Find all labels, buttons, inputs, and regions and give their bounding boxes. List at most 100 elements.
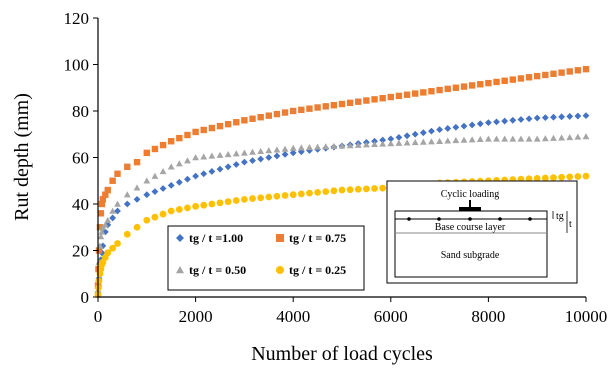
- data-point: [363, 141, 370, 148]
- data-point: [525, 135, 533, 142]
- y-axis-title: Rut depth (mm): [11, 93, 33, 221]
- data-point: [159, 168, 167, 175]
- data-point: [566, 173, 574, 181]
- data-point: [109, 244, 117, 252]
- data-point: [151, 145, 159, 153]
- data-point: [330, 101, 338, 109]
- x-tick-label: 6000: [374, 307, 408, 326]
- data-point: [289, 149, 297, 157]
- data-point: [241, 117, 248, 124]
- data-point: [143, 177, 151, 184]
- data-point: [533, 135, 541, 142]
- data-point: [273, 152, 281, 160]
- data-point: [233, 119, 240, 126]
- data-point: [273, 192, 281, 200]
- data-point: [167, 182, 175, 189]
- data-point: [387, 93, 394, 101]
- data-point: [96, 224, 104, 231]
- sensor-dot: [468, 217, 472, 221]
- data-point: [184, 131, 191, 139]
- data-point: [143, 216, 151, 224]
- data-point: [428, 88, 435, 95]
- data-point: [143, 149, 150, 157]
- data-point: [98, 228, 106, 235]
- data-point: [468, 121, 476, 129]
- data-point: [338, 186, 346, 194]
- data-point: [460, 122, 468, 130]
- legend-marker: [176, 266, 184, 274]
- data-point: [123, 200, 131, 208]
- data-point: [306, 105, 313, 112]
- data-point: [428, 127, 435, 135]
- data-point: [346, 99, 354, 107]
- data-point: [395, 133, 403, 141]
- x-tick-label: 10000: [565, 307, 608, 326]
- data-point: [143, 191, 151, 199]
- legend-entry: tg / t = 0.50: [189, 263, 246, 277]
- data-point: [411, 138, 419, 146]
- data-point: [159, 210, 167, 218]
- data-point: [95, 277, 103, 285]
- data-point: [395, 92, 403, 100]
- data-point: [297, 144, 305, 151]
- data-point: [387, 140, 395, 147]
- data-point: [574, 67, 582, 74]
- data-point: [109, 177, 116, 184]
- data-point: [192, 128, 199, 136]
- data-point: [289, 191, 297, 199]
- data-point: [558, 69, 565, 76]
- data-point: [232, 161, 240, 168]
- data-point: [102, 191, 109, 198]
- inset-frame: [386, 180, 578, 284]
- data-point: [509, 116, 517, 124]
- data-point: [379, 95, 386, 102]
- y-tick-label: 40: [72, 195, 89, 214]
- data-point: [338, 142, 346, 149]
- inset-sand-subgrade-label: Sand subgrade: [441, 250, 500, 261]
- data-point: [104, 249, 112, 257]
- data-point: [436, 86, 443, 94]
- data-point: [468, 82, 476, 89]
- data-point: [298, 106, 305, 114]
- data-point: [151, 188, 159, 195]
- data-point: [306, 189, 313, 197]
- data-point: [574, 173, 582, 180]
- data-point: [208, 168, 216, 175]
- data-point: [241, 195, 248, 203]
- data-point: [477, 81, 484, 88]
- data-point: [167, 207, 175, 215]
- data-point: [297, 190, 305, 198]
- legend-entry: tg / t =1.00: [189, 231, 243, 245]
- data-point: [444, 125, 452, 132]
- data-point: [133, 158, 141, 166]
- data-point: [114, 240, 121, 247]
- data-point: [452, 137, 460, 144]
- data-point: [574, 133, 582, 140]
- data-point: [249, 148, 256, 155]
- data-point: [322, 143, 330, 150]
- data-point: [322, 103, 329, 110]
- data-point: [574, 112, 582, 120]
- data-point: [281, 109, 289, 116]
- legend: tg / t =1.00 tg / t = 0.75 tg / t = 0.50 tg…: [167, 225, 365, 291]
- data-point: [224, 198, 232, 206]
- data-point: [420, 89, 427, 96]
- data-point: [550, 134, 557, 141]
- data-point: [371, 185, 378, 192]
- data-point: [346, 186, 354, 194]
- data-point: [485, 119, 492, 127]
- data-point: [314, 104, 321, 111]
- data-point: [224, 120, 232, 128]
- data-point: [525, 74, 533, 81]
- legend-marker: [276, 234, 284, 242]
- data-point: [509, 76, 516, 83]
- data-point: [109, 207, 117, 214]
- data-point: [192, 202, 200, 210]
- data-point: [200, 126, 207, 134]
- data-point: [168, 138, 175, 145]
- axes: 0 20 40 60 80 100 120 0 2000 4000 6000 8000 10000: [64, 9, 608, 326]
- data-point: [444, 137, 452, 144]
- data-point: [290, 107, 297, 115]
- data-point: [192, 172, 199, 180]
- data-point: [355, 98, 362, 105]
